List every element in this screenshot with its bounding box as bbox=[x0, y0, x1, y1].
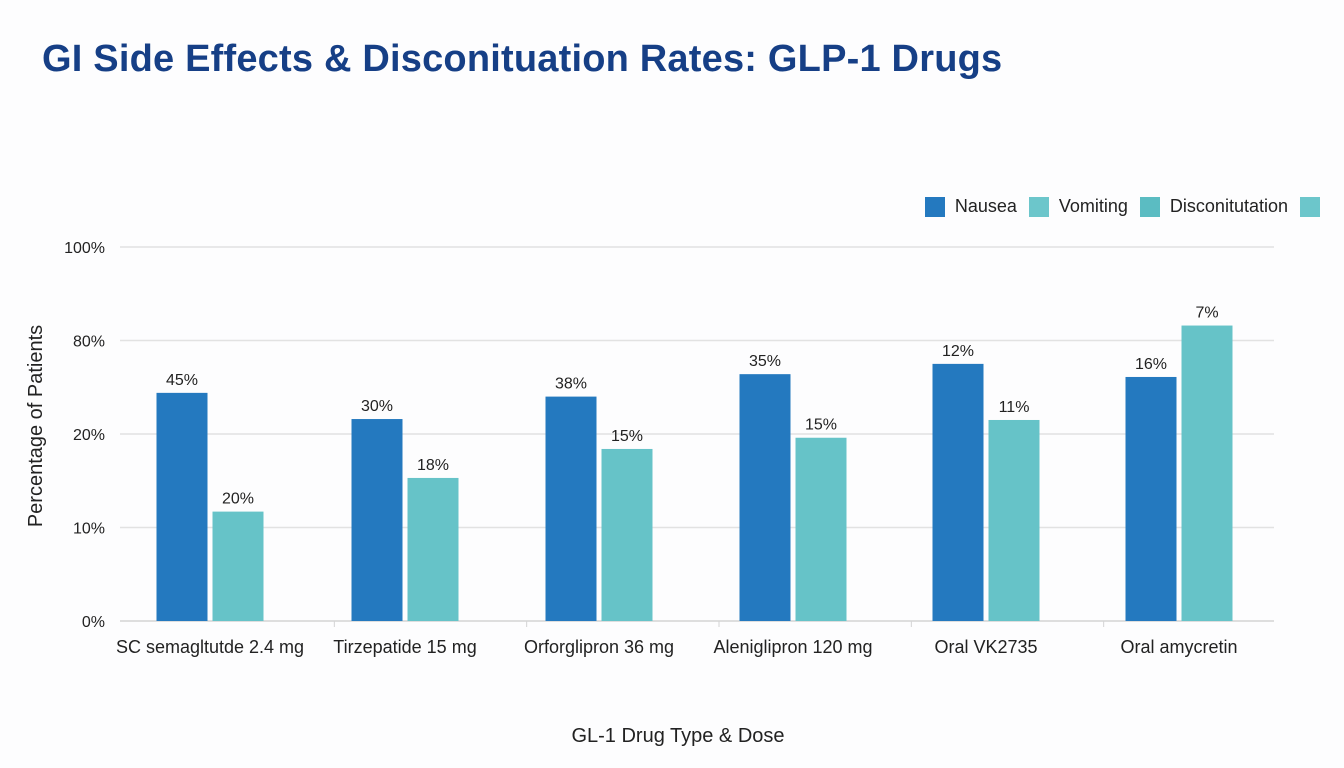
legend-swatch-discontinuation bbox=[1139, 196, 1160, 217]
bar-vomiting bbox=[407, 477, 459, 621]
bar-value-label: 45% bbox=[166, 372, 198, 389]
legend-label-nausea: Nausea bbox=[954, 196, 1017, 216]
bar-nausea bbox=[1125, 376, 1177, 621]
x-axis-labels: SC semagltutde 2.4 mg Tirzepatide 15 mg Or… bbox=[116, 637, 1238, 657]
x-tick-label: Tirzepatide 15 mg bbox=[333, 637, 476, 657]
legend-label-discontinuation: Disconitutation bbox=[1169, 196, 1288, 216]
gridlines bbox=[120, 246, 1274, 627]
y-axis-ticks: 0% 10% 20% 80% 100% bbox=[64, 240, 105, 631]
y-tick-label: 80% bbox=[73, 334, 105, 351]
legend-item-nausea: Nausea bbox=[924, 196, 1017, 217]
bar-value-label: 16% bbox=[1135, 356, 1167, 373]
legend-swatch-nausea bbox=[924, 196, 945, 217]
bar-value-label: 18% bbox=[417, 457, 449, 474]
bar-value-label: 12% bbox=[942, 343, 974, 360]
bar-vomiting bbox=[212, 511, 264, 621]
x-tick-label: Aleniglipron 120 mg bbox=[713, 637, 872, 657]
bar-value-label: 30% bbox=[361, 398, 393, 415]
bar-value-label: 7% bbox=[1195, 305, 1218, 322]
y-axis-title: Percentage of Patients bbox=[25, 325, 47, 527]
legend-label-vomiting: Vomiting bbox=[1058, 196, 1128, 216]
y-tick-label: 100% bbox=[64, 240, 105, 257]
x-tick-label: Oral VK2735 bbox=[934, 637, 1037, 657]
chart-title: GI Side Effects & Disconituation Rates: … bbox=[42, 38, 1003, 80]
bar-value-label: 20% bbox=[222, 491, 254, 508]
bar-vomiting bbox=[795, 437, 847, 621]
legend-item-extra bbox=[1300, 196, 1320, 217]
y-tick-label: 10% bbox=[73, 521, 105, 538]
bar-nausea bbox=[932, 363, 984, 621]
bar-value-label: 15% bbox=[805, 417, 837, 434]
bar-value-label: 35% bbox=[749, 353, 781, 370]
bar-labels: 45% 20% 30% 18% 38% 15% 35% 15% 12% 11% 16% 7% bbox=[166, 305, 1219, 508]
legend-swatch-vomiting bbox=[1028, 196, 1049, 217]
bar-vomiting bbox=[1181, 325, 1233, 621]
legend: Nausea Vomiting Disconitutation bbox=[913, 196, 1320, 217]
bar-value-label: 38% bbox=[555, 376, 587, 393]
bar-nausea bbox=[351, 419, 403, 621]
x-tick-label: Orforglipron 36 mg bbox=[524, 637, 674, 657]
bar-nausea bbox=[156, 392, 208, 621]
bar-vomiting bbox=[988, 419, 1040, 621]
legend-item-discontinuation: Disconitutation bbox=[1139, 196, 1288, 217]
x-axis-title: GL-1 Drug Type & Dose bbox=[571, 725, 784, 747]
x-tick-label: Oral amycretin bbox=[1120, 637, 1237, 657]
bar-value-label: 15% bbox=[611, 428, 643, 445]
bar-nausea bbox=[739, 374, 791, 621]
y-tick-label: 0% bbox=[82, 614, 105, 631]
x-tick-label: SC semagltutde 2.4 mg bbox=[116, 637, 304, 657]
y-tick-label: 20% bbox=[73, 427, 105, 444]
legend-item-vomiting: Vomiting bbox=[1028, 196, 1128, 217]
bar-vomiting bbox=[601, 448, 653, 621]
bar-nausea bbox=[545, 396, 597, 621]
legend-swatch-extra bbox=[1300, 196, 1320, 217]
bars bbox=[156, 325, 1233, 621]
bar-value-label: 11% bbox=[999, 399, 1030, 416]
